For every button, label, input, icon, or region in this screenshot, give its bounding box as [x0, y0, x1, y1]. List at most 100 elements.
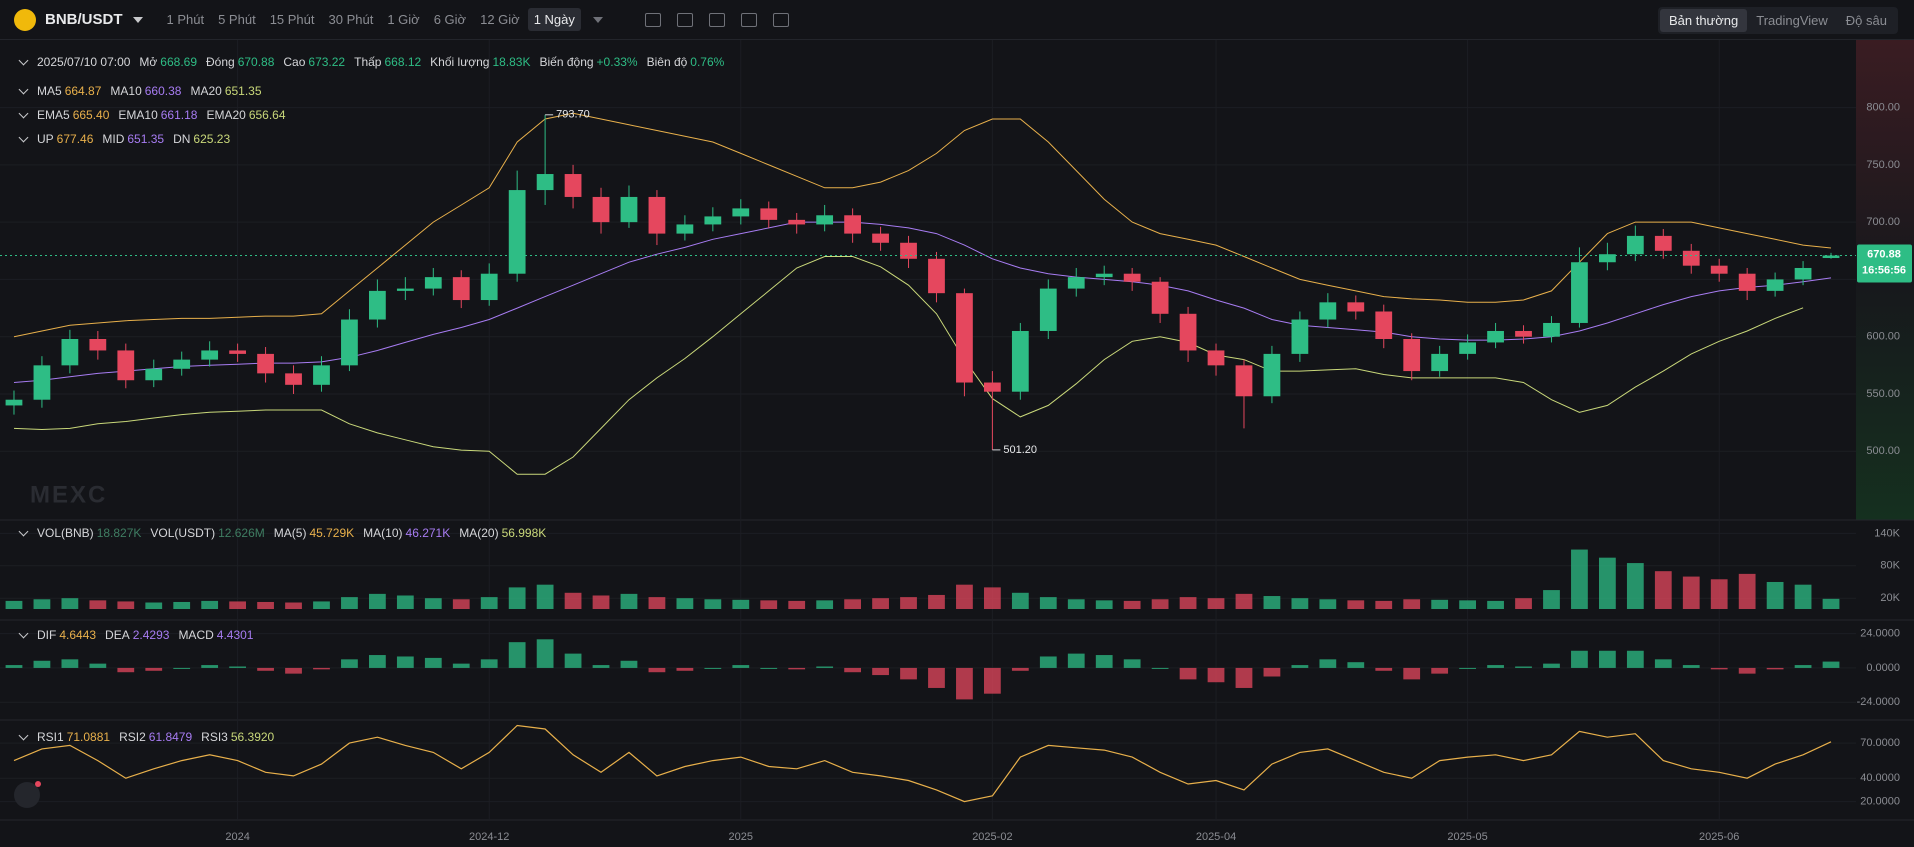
candle-body — [1319, 302, 1337, 320]
interval-option[interactable]: 12 Giờ — [480, 12, 520, 27]
macd-bar — [1403, 667, 1421, 680]
interval-option[interactable]: 6 Giờ — [433, 12, 467, 27]
legend-label: EMA5 — [37, 108, 70, 122]
volume-bar — [201, 600, 219, 609]
x-tick-label: 2025-06 — [1699, 831, 1739, 843]
view-option[interactable]: Độ sâu — [1845, 13, 1887, 28]
volume-bar — [1571, 549, 1588, 609]
volume-bar — [1431, 599, 1449, 609]
legend-label: EMA20 — [206, 108, 246, 122]
y-tick-label: 600.00 — [1866, 331, 1900, 343]
macd-bar — [704, 667, 722, 669]
volume-bar — [1822, 598, 1840, 609]
indicator-icon[interactable] — [644, 12, 661, 27]
interval-option[interactable]: 15 Phút — [269, 12, 315, 27]
toolbar: BNB/USDT 1 Phút 5 Phút 15 Phút 30 Phút 1 Giờ… — [0, 0, 1914, 40]
volume-bar — [424, 598, 442, 609]
macd-bar — [1179, 667, 1197, 680]
volume-bar — [61, 598, 79, 609]
macd-bar — [424, 657, 442, 668]
candle-body — [1179, 313, 1197, 351]
legend-label: MA5 — [37, 84, 62, 98]
candle-body — [1710, 265, 1728, 274]
candle-body — [229, 350, 246, 354]
collapse-chevron[interactable] — [18, 526, 29, 536]
macd-bar — [1347, 662, 1365, 668]
volume-bar — [1347, 600, 1365, 609]
symbol-dropdown[interactable] — [132, 16, 143, 23]
y-tick-label: 40.0000 — [1860, 772, 1900, 784]
interval-option[interactable]: 1 Giờ — [387, 12, 420, 27]
legend-value: 664.87 — [64, 84, 102, 98]
candle-body — [369, 290, 386, 320]
collapse-chevron[interactable] — [18, 84, 29, 94]
volume-bar — [1738, 573, 1756, 609]
candle-body — [1794, 267, 1812, 280]
volume-bar — [984, 587, 1001, 609]
view-option[interactable]: TradingView — [1756, 13, 1828, 28]
layout-icon[interactable] — [740, 12, 757, 27]
macd-bar — [396, 656, 414, 668]
legend-value: 61.8479 — [148, 730, 193, 744]
candle-body — [508, 190, 526, 274]
y-tick-label: 20.0000 — [1860, 796, 1900, 808]
macd-bar — [928, 667, 945, 688]
volume-bar — [956, 584, 973, 609]
interval-option[interactable]: 5 Phút — [218, 12, 256, 27]
notification-dot — [35, 781, 41, 787]
macd-legend: DIF 4.6443 DEA 2.4293 MACD 4.4301 — [18, 628, 262, 642]
candle-body — [1682, 250, 1700, 266]
legend-label: Cao — [283, 55, 306, 69]
candle-body — [1431, 353, 1449, 372]
y-tick-label: 800.00 — [1866, 101, 1900, 113]
symbol[interactable]: BNB/USDT — [45, 11, 123, 28]
collapse-chevron[interactable] — [18, 628, 29, 638]
collapse-chevron[interactable] — [18, 108, 29, 118]
interval-option[interactable]: 1 Phút — [166, 12, 205, 27]
volume-bar — [89, 600, 107, 609]
volume-bar — [1263, 596, 1281, 609]
y-tick-label: 70.0000 — [1860, 737, 1900, 749]
last-price-label: 670.88 — [1867, 248, 1901, 260]
collapse-chevron[interactable] — [18, 132, 29, 142]
candle-body — [1515, 330, 1532, 337]
volume-bar — [1179, 597, 1197, 609]
coin-logo — [14, 8, 36, 31]
screenshot-icon[interactable] — [772, 12, 789, 27]
macd-bar — [956, 667, 973, 700]
volume-bar — [1403, 599, 1421, 609]
collapse-chevron[interactable] — [18, 55, 29, 65]
candle-body — [424, 277, 442, 289]
interval-option[interactable]: 30 Phút — [328, 12, 374, 27]
volume-bar — [508, 587, 526, 609]
macd-bar — [1599, 650, 1616, 668]
macd-bar — [816, 666, 834, 668]
legend-label: Mở — [139, 55, 158, 69]
fx-icon[interactable] — [676, 12, 693, 27]
candle-body — [257, 353, 274, 374]
view-option[interactable]: Bản thường — [1659, 9, 1748, 32]
volume-bar — [732, 599, 750, 609]
macd-bar — [1095, 655, 1113, 668]
candle-body — [872, 233, 889, 243]
legend-label: Biến động — [539, 55, 594, 69]
macd-bar — [61, 659, 79, 668]
candle-body — [1011, 330, 1029, 392]
draw-icon[interactable] — [708, 12, 725, 27]
volume-bar — [1710, 579, 1728, 609]
legend-value: +0.33% — [596, 55, 638, 69]
candle-body — [61, 338, 79, 366]
interval-dropdown[interactable] — [592, 16, 603, 23]
candle-body — [760, 208, 778, 220]
interval-option[interactable]: 1 Ngày — [527, 8, 581, 31]
macd-bar — [257, 667, 274, 671]
legend-value: 651.35 — [127, 132, 165, 146]
macd-bar — [1822, 661, 1840, 668]
collapse-chevron[interactable] — [18, 730, 29, 740]
candle-body — [1766, 279, 1784, 291]
candle-body — [1654, 235, 1672, 251]
candle-body — [1626, 235, 1644, 255]
view-switch: Bản thường TradingView Độ sâu — [1657, 7, 1898, 34]
volume-bar — [1543, 590, 1560, 609]
band-line — [13, 112, 1832, 338]
